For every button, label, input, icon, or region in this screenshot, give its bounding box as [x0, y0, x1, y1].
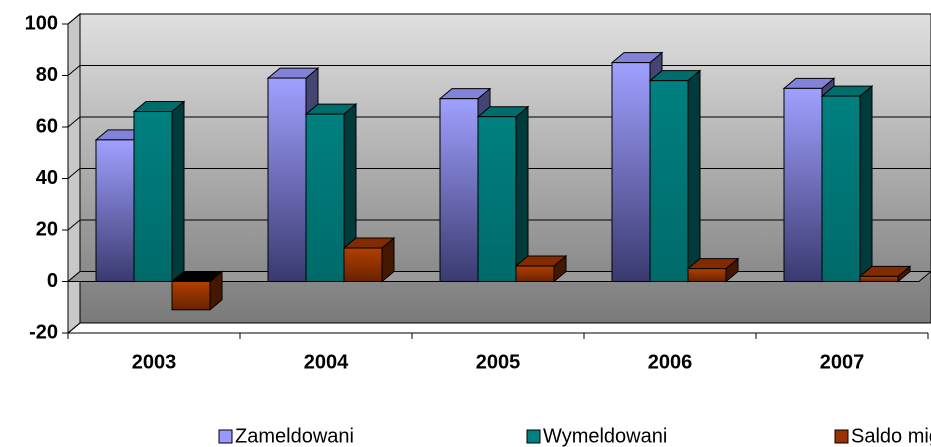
bar [439, 98, 479, 282]
y-tick-label: 40 [36, 167, 58, 189]
bar [783, 87, 823, 282]
bar [305, 113, 345, 282]
bar [687, 268, 727, 282]
bar-side [687, 69, 701, 283]
bar [649, 80, 689, 283]
legend-label: Zameldowani [235, 425, 354, 447]
bar [859, 275, 899, 283]
bar [821, 95, 861, 282]
bar [95, 139, 135, 282]
bar [133, 111, 173, 282]
grid-line [67, 322, 931, 334]
x-tick-label: 2005 [476, 351, 521, 373]
bar [171, 281, 211, 311]
y-tick-label: 60 [36, 115, 58, 137]
bar [477, 116, 517, 282]
bar [267, 77, 307, 282]
legend-swatch [834, 429, 849, 444]
legend-label: Saldo migracji [851, 425, 931, 447]
x-tick-label: 2003 [132, 351, 177, 373]
x-tick-label: 2007 [820, 351, 865, 373]
bar [515, 265, 555, 282]
y-tick-label: -20 [29, 321, 58, 343]
legend-swatch [526, 429, 541, 444]
bar [343, 247, 383, 282]
y-tick-label: 0 [47, 270, 58, 292]
y-tick-label: 80 [36, 64, 58, 86]
x-tick-label: 2004 [304, 351, 349, 373]
bar [611, 62, 651, 282]
bar-side [515, 105, 529, 283]
legend-label: Wymeldowani [543, 425, 667, 447]
grid-line [67, 13, 931, 25]
y-tick-label: 100 [25, 12, 58, 34]
x-tick-label: 2006 [648, 351, 693, 373]
y-tick-label: 20 [36, 218, 58, 240]
legend-swatch [218, 429, 233, 444]
bar-side [859, 85, 873, 283]
bar-side [171, 100, 185, 283]
